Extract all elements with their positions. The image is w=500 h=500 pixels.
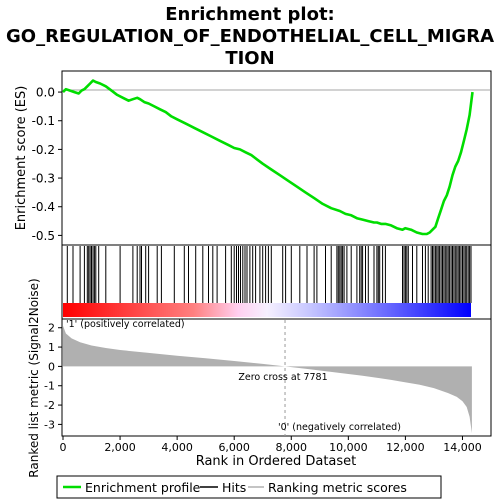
legend-ranking-label: Ranking metric scores (268, 480, 407, 495)
es-y-tick-label: 0.0 (36, 86, 55, 100)
ranking-y-axis-label: Ranked list metric (Signal2Noise) (27, 278, 41, 477)
enrichment-profile-line (62, 79, 474, 236)
title-line-1: Enrichment plot: (165, 4, 335, 25)
ranking-y-tick-label: 2 (48, 322, 55, 335)
es-y-tick-label: -0.5 (32, 229, 55, 243)
ranking-y-tick-label: -1 (44, 380, 55, 393)
x-axis-label: Rank in Ordered Dataset (196, 454, 357, 469)
positive-correlation-label: '1' (positively correlated) (66, 319, 185, 330)
ranking-y-tick-label: -3 (44, 418, 55, 431)
es-y-axis: 0.0 -0.1 -0.2 -0.3 -0.4 -0.5 (32, 86, 62, 243)
x-tick-label: 4,000 (161, 441, 193, 454)
title-line-2: GO_REGULATION_OF_ENDOTHELIAL_CELL_MIGRA (6, 26, 494, 47)
x-tick-label: 2,000 (104, 441, 136, 454)
ranking-metric-area (63, 325, 472, 434)
ranking-y-axis: 2 1 0 -1 -2 -3 (44, 322, 62, 431)
es-panel-frame (61, 70, 492, 246)
x-tick-label: 0 (60, 441, 67, 454)
chart-title: Enrichment plot: GO_REGULATION_OF_ENDOTH… (6, 4, 494, 69)
title-line-3: TION (225, 48, 274, 69)
es-y-tick-label: -0.3 (32, 172, 55, 186)
ranked-list-color-bar (63, 303, 471, 317)
x-tick-label: 10,000 (329, 441, 368, 454)
es-y-tick-label: -0.2 (32, 143, 55, 157)
x-tick-label: 12,000 (386, 441, 425, 454)
ranking-panel-frame (61, 318, 492, 437)
x-axis: 0 2,000 4,000 6,000 8,000 10,000 12,000 14,000 (60, 436, 482, 454)
es-y-tick-label: -0.4 (32, 200, 55, 214)
x-tick-label: 6,000 (218, 441, 250, 454)
ranking-y-tick-label: 0 (48, 360, 55, 373)
ranking-y-tick-label: -2 (44, 399, 55, 412)
legend: Enrichment profile Hits Ranking metric s… (56, 475, 442, 499)
es-y-axis-label: Enrichment score (ES) (14, 86, 29, 231)
legend-hits-label: Hits (222, 480, 246, 495)
ranking-y-tick-label: 1 (48, 341, 55, 354)
legend-enrichment-label: Enrichment profile (85, 480, 201, 495)
zero-cross-annotation: Zero cross at 7781 (238, 372, 327, 383)
x-tick-label: 14,000 (443, 441, 482, 454)
negative-correlation-label: '0' (negatively correlated) (278, 422, 401, 433)
hit-marks (66, 246, 472, 303)
x-tick-label: 8,000 (276, 441, 308, 454)
es-y-tick-label: -0.1 (32, 114, 55, 128)
